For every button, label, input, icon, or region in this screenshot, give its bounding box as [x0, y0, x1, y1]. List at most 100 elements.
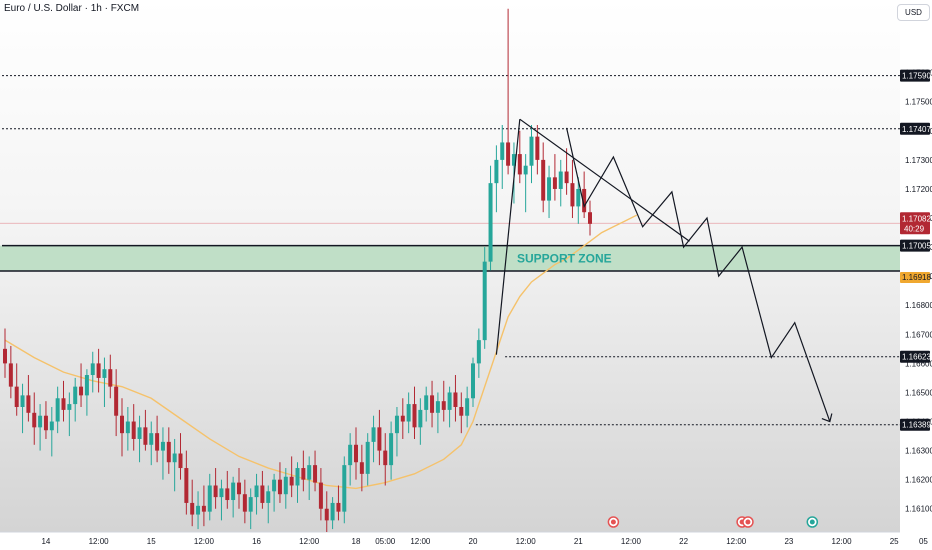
candle — [330, 497, 335, 530]
candle-body — [207, 485, 212, 512]
candle-body — [143, 427, 148, 445]
candle-body — [61, 398, 66, 410]
x-tick-label: 21 — [574, 537, 583, 546]
candle — [67, 392, 72, 437]
candle-body — [547, 177, 552, 201]
candle — [237, 468, 241, 509]
candle — [96, 348, 101, 393]
candle-body — [131, 421, 136, 439]
candle — [506, 8, 511, 175]
candle-body — [38, 415, 43, 428]
candle — [248, 488, 253, 530]
x-tick-label: 22 — [679, 537, 688, 546]
y-tick-label: 1.16300 — [905, 447, 932, 456]
candle — [412, 386, 417, 439]
candle-body — [564, 171, 569, 184]
candle — [55, 386, 60, 434]
candle — [535, 125, 540, 175]
candle-body — [447, 392, 452, 410]
candle — [558, 159, 563, 207]
candle — [26, 375, 31, 422]
candle — [547, 165, 552, 219]
candle — [120, 398, 124, 457]
candle-body — [184, 468, 189, 503]
candle-body — [172, 453, 177, 463]
countdown-label: 40:29 — [904, 224, 925, 233]
candle — [196, 491, 201, 530]
candle-body — [441, 401, 446, 410]
candle — [494, 145, 499, 213]
projection-path — [566, 127, 831, 422]
candle-body — [471, 363, 475, 399]
candle — [84, 369, 89, 416]
event-marker — [806, 516, 819, 528]
candle-body — [108, 369, 113, 387]
candle-body — [400, 415, 405, 422]
x-tick-label: 20 — [469, 537, 478, 546]
candle — [552, 154, 557, 201]
candle — [190, 479, 195, 527]
candle-body — [160, 441, 165, 451]
candle-body — [84, 375, 89, 396]
candle — [114, 369, 119, 437]
candle-body — [90, 363, 95, 376]
candle-body — [266, 491, 271, 503]
trendline — [519, 118, 690, 242]
candle-body — [149, 433, 154, 445]
candle — [564, 148, 569, 195]
x-tick-label: 23 — [784, 537, 793, 546]
candle — [184, 450, 189, 515]
candle — [447, 386, 452, 428]
candle-body — [552, 177, 557, 189]
candle-body — [283, 476, 288, 495]
candle-body — [488, 183, 493, 262]
candle — [576, 177, 581, 224]
candle-body — [476, 340, 481, 364]
candle-body — [453, 392, 458, 407]
candle — [73, 377, 78, 422]
candle-body — [336, 502, 341, 512]
support-zone-label: SUPPORT ZONE — [517, 251, 612, 265]
x-tick-label: 12:00 — [410, 537, 431, 546]
y-tick-label: 1.17300 — [905, 156, 932, 165]
y-tick-label: 1.16600 — [905, 359, 932, 368]
candle-body — [166, 441, 171, 463]
candle — [418, 398, 423, 445]
candle-body — [412, 404, 417, 428]
candle-body — [301, 468, 306, 480]
candle — [79, 363, 84, 407]
candle-body — [330, 502, 335, 521]
candle — [441, 380, 446, 422]
candle — [178, 433, 183, 480]
candle-body — [190, 502, 195, 515]
candle-body — [225, 488, 230, 501]
x-tick-label: 12:00 — [832, 537, 853, 546]
candle-body — [55, 398, 60, 422]
candle-body — [231, 482, 236, 501]
price-tag-label: 1.17005 — [902, 242, 931, 251]
candle-body — [96, 363, 101, 378]
price-tag-bg — [900, 69, 930, 82]
candle — [90, 351, 95, 393]
event-marker — [607, 516, 620, 528]
time-axis-background — [0, 532, 900, 550]
candle-body — [318, 482, 323, 509]
candle-body — [43, 415, 48, 431]
y-tick-label: 1.16200 — [905, 476, 932, 485]
candle-body — [418, 409, 423, 428]
candle — [336, 485, 341, 521]
trendline — [495, 119, 521, 355]
currency-button[interactable]: USD — [897, 4, 930, 21]
candle-body — [348, 444, 353, 466]
candle — [482, 247, 487, 349]
price-tag: 1.17005 — [900, 239, 931, 252]
candle — [459, 392, 464, 434]
candle — [225, 470, 230, 509]
price-tag: 1.16623 — [900, 350, 931, 363]
candle-body — [242, 494, 247, 512]
x-tick-label: 15 — [147, 537, 156, 546]
x-tick-label: 12:00 — [726, 537, 747, 546]
current-price-tag-bg — [900, 212, 930, 235]
